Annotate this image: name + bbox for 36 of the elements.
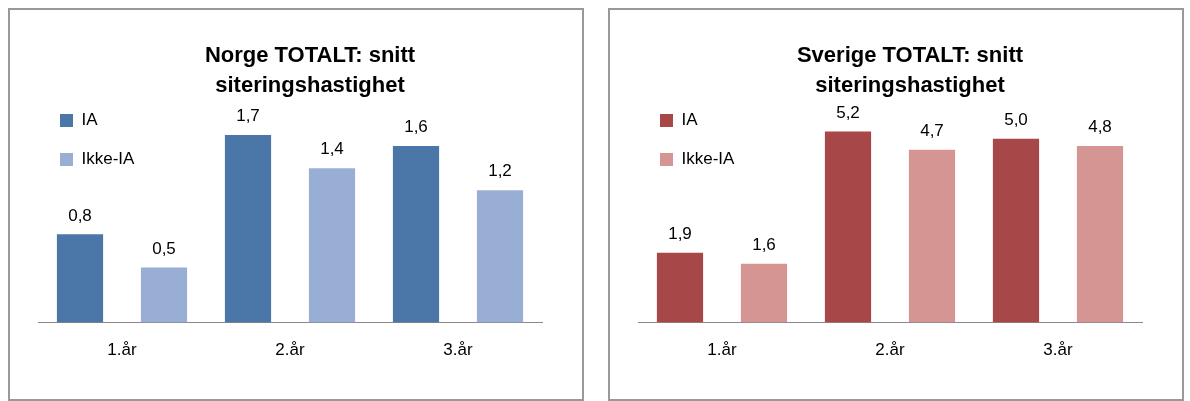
x-tick-label: 3.år [443,340,473,360]
legend-label: IA [81,110,99,130]
data-label: 4,8 [1088,117,1112,137]
bar [908,149,956,323]
bar [476,190,524,323]
bar [392,146,440,323]
x-tick-label: 2.år [875,340,905,360]
data-label: 1,4 [320,139,344,159]
legend-label: Ikke-IA [681,149,736,169]
bar [824,131,872,323]
bar [140,267,188,323]
x-tick-label: 1.år [107,340,137,360]
x-tick-label: 3.år [1043,340,1073,360]
data-label: 5,2 [836,102,860,122]
legend-label: IA [681,110,699,130]
data-label: 1,9 [668,223,692,243]
bar [740,263,788,323]
data-label: 5,0 [1004,109,1028,129]
data-label: 0,5 [152,238,176,258]
bar [1076,146,1124,323]
bar [656,252,704,323]
data-label: 0,8 [68,205,92,225]
bar [992,138,1040,323]
data-label: 1,6 [404,117,428,137]
data-label: 1,7 [236,106,260,126]
data-label: 1,6 [752,234,776,254]
x-tick-label: 1.år [707,340,737,360]
bar [308,168,356,323]
chart-title: Sverige TOTALT: snitt siteringshastighet [795,41,1025,99]
data-label: 1,2 [488,161,512,181]
bar [56,234,104,323]
x-tick-label: 2.år [275,340,305,360]
bar [224,135,272,323]
chart-title: Norge TOTALT: snitt siteringshastighet [203,41,417,99]
legend-label: Ikke-IA [81,149,136,169]
data-label: 4,7 [920,120,944,140]
